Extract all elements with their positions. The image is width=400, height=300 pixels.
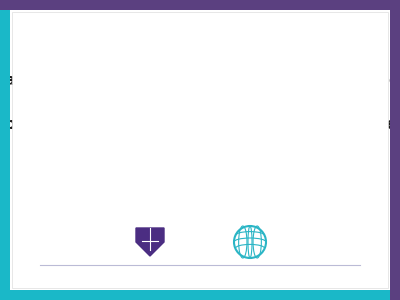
Polygon shape bbox=[136, 228, 164, 256]
Text: updated Intensity-Duration-Frequency curves: updated Intensity-Duration-Frequency cur… bbox=[0, 116, 400, 131]
Bar bbox=[0, 290, 400, 300]
Bar bbox=[0, 0, 400, 10]
Text: under climate change using: under climate change using bbox=[74, 94, 326, 110]
Text: Institute for Catastrophic Loss Reduction: Institute for Catastrophic Loss Reductio… bbox=[118, 194, 282, 203]
Text: Slobodan P. Simonović: Slobodan P. Simonović bbox=[134, 167, 266, 177]
Bar bbox=[0, 0, 10, 300]
Text: The University of Western Ontario: The University of Western Ontario bbox=[132, 206, 268, 214]
Text: Western: Western bbox=[130, 259, 170, 268]
Text: Civil and Environmental Engineering: Civil and Environmental Engineering bbox=[127, 184, 273, 193]
Text: Mapping extreme rainfall statistics for Canada: Mapping extreme rainfall statistics for … bbox=[0, 73, 400, 88]
Bar bbox=[390, 0, 400, 300]
